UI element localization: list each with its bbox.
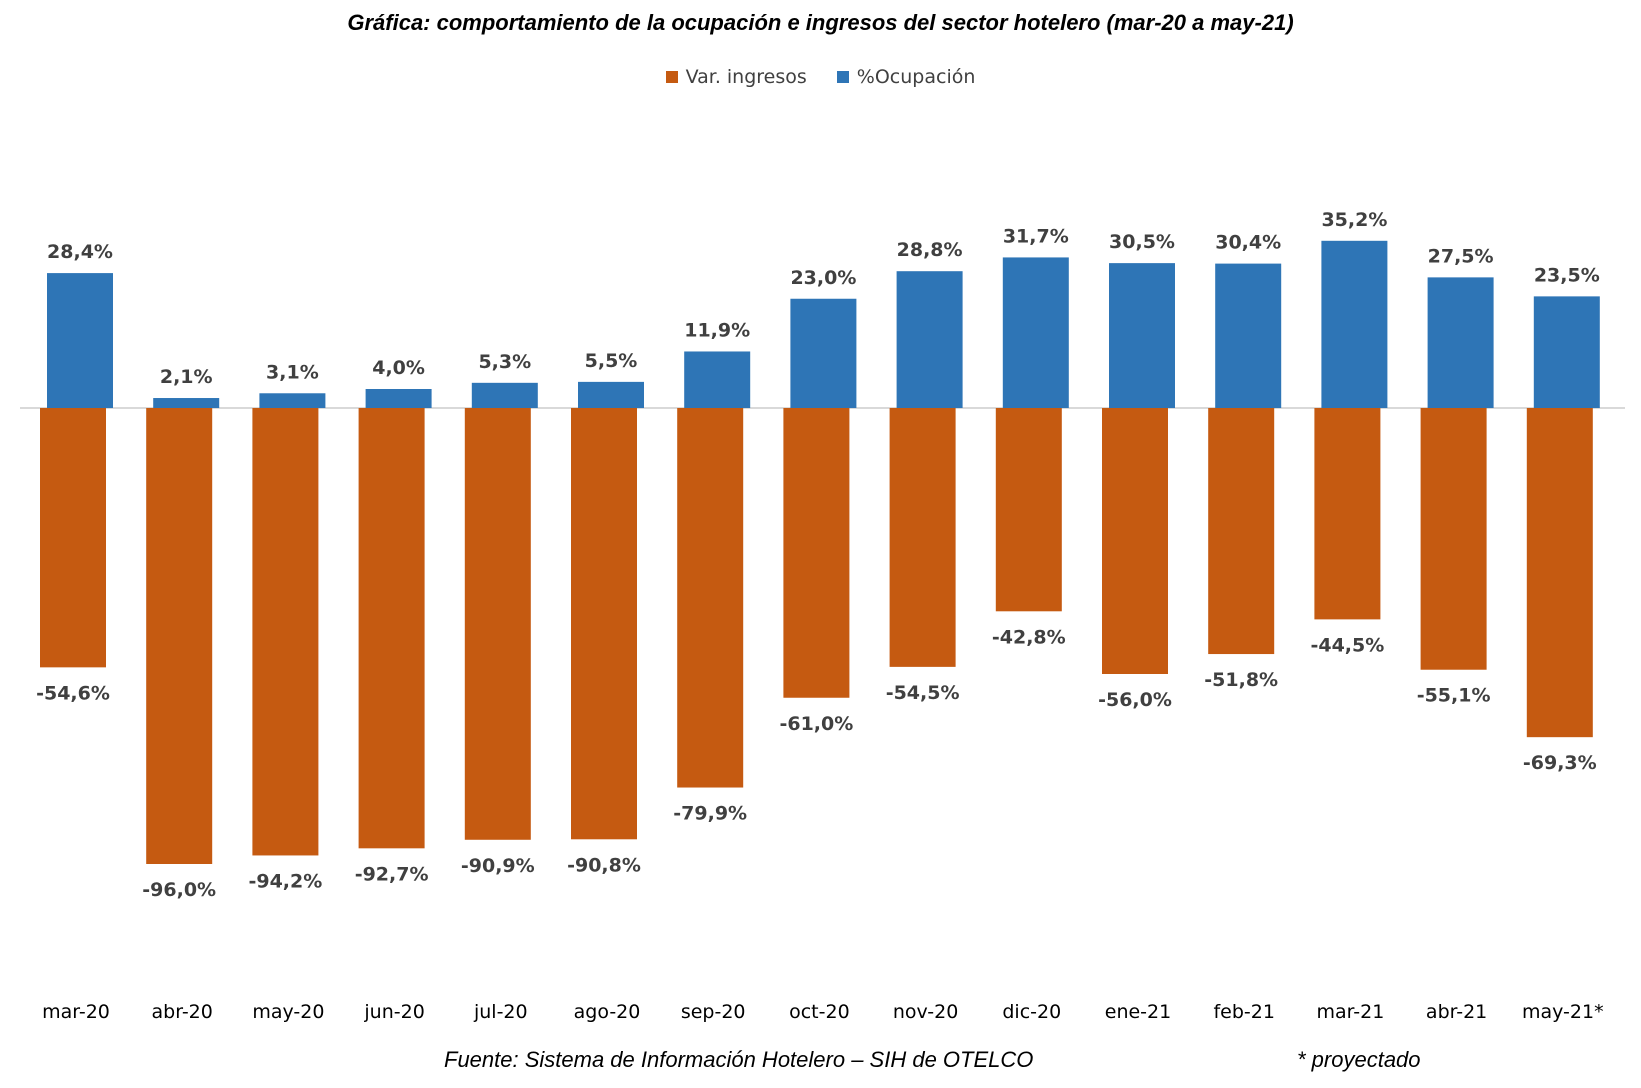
bar-ocupacion-dic-20 [1002, 257, 1069, 408]
bar-ocupacion-may-21* [1533, 296, 1600, 408]
legend-label-var-ingresos: Var. ingresos [685, 66, 807, 88]
bar-ocupacion-mar-20 [47, 273, 113, 408]
data-label-ocupacion-ago-20: 5,5% [585, 350, 638, 372]
data-label-ocupacion-jun-20: 4,0% [372, 357, 425, 379]
x-tick-label-may-21*: may-21* [1522, 1001, 1604, 1023]
x-tick-label-may-20: may-20 [252, 1001, 324, 1023]
bar-var-ingresos-ago-20 [571, 408, 637, 840]
data-label-ocupacion-may-21*: 23,5% [1534, 264, 1600, 286]
data-label-ocupacion-feb-21: 30,4% [1215, 232, 1281, 254]
bar-ocupacion-feb-21 [1215, 263, 1282, 408]
bar-ocupacion-ene-21 [1109, 263, 1175, 408]
legend-label-ocupacion: %Ocupación [856, 66, 976, 88]
bar-ocupacion-nov-20 [896, 271, 963, 408]
x-tick-label-oct-20: oct-20 [789, 1001, 850, 1023]
legend-item-ocupacion: %Ocupación [836, 66, 976, 88]
x-tick-label-ene-21: ene-21 [1105, 1001, 1171, 1023]
chart-source-note: Fuente: Sistema de Información Hotelero … [444, 1047, 1034, 1072]
x-tick-label-nov-20: nov-20 [893, 1001, 958, 1023]
legend-swatch-ocupacion [836, 71, 849, 83]
x-tick-label-abr-21: abr-21 [1426, 1001, 1487, 1023]
bar-ocupacion-jun-20 [365, 389, 432, 408]
data-label-ocupacion-nov-20: 28,8% [897, 239, 963, 261]
data-label-ocupacion-abr-20: 2,1% [160, 366, 213, 388]
data-label-ocupacion-abr-21: 27,5% [1428, 245, 1494, 267]
x-tick-label-jul-20: jul-20 [473, 1001, 528, 1023]
x-tick-label-mar-21: mar-21 [1317, 1001, 1385, 1023]
x-tick-label-dic-20: dic-20 [1002, 1001, 1061, 1023]
data-label-var-ingresos-may-21*: -69,3% [1523, 752, 1597, 774]
data-label-var-ingresos-oct-20: -61,0% [779, 713, 853, 735]
data-label-ocupacion-may-20: 3,1% [266, 361, 319, 383]
x-tick-label-jun-20: jun-20 [363, 1001, 424, 1023]
data-label-var-ingresos-abr-21: -55,1% [1417, 685, 1491, 707]
bar-ocupacion-may-20 [259, 393, 326, 408]
data-label-var-ingresos-may-20: -94,2% [248, 870, 322, 892]
bar-var-ingresos-abr-21 [1420, 408, 1487, 670]
data-label-ocupacion-mar-21: 35,2% [1321, 209, 1387, 231]
data-label-ocupacion-jul-20: 5,3% [478, 351, 531, 373]
x-tick-label-sep-20: sep-20 [681, 1001, 746, 1023]
x-tick-label-mar-20: mar-20 [42, 1001, 110, 1023]
bar-var-ingresos-oct-20 [783, 408, 850, 698]
data-label-var-ingresos-nov-20: -54,5% [886, 682, 960, 704]
data-label-var-ingresos-sep-20: -79,9% [673, 803, 747, 825]
bar-var-ingresos-feb-21 [1208, 408, 1275, 655]
bar-var-ingresos-abr-20 [146, 408, 213, 864]
bar-ocupacion-oct-20 [790, 298, 857, 408]
bar-var-ingresos-dic-20 [995, 408, 1062, 612]
chart-title: Gráfica: comportamiento de la ocupación … [347, 10, 1294, 35]
bar-ocupacion-sep-20 [684, 351, 751, 408]
data-label-ocupacion-dic-20: 31,7% [1003, 225, 1069, 247]
bar-ocupacion-abr-20 [153, 398, 220, 408]
bar-var-ingresos-may-20 [252, 408, 319, 856]
data-label-ocupacion-sep-20: 11,9% [684, 319, 750, 341]
bar-ocupacion-abr-21 [1427, 277, 1494, 408]
x-tick-label-abr-20: abr-20 [152, 1001, 213, 1023]
chart-legend: Var. ingresos %Ocupación [0, 66, 1641, 88]
legend-item-var-ingresos: Var. ingresos [665, 66, 807, 88]
bar-var-ingresos-mar-20 [40, 408, 106, 668]
x-tick-label-feb-21: feb-21 [1213, 1001, 1274, 1023]
data-label-var-ingresos-jun-20: -92,7% [355, 863, 429, 885]
bar-var-ingresos-nov-20 [889, 408, 956, 667]
data-label-var-ingresos-abr-20: -96,0% [142, 879, 216, 901]
data-label-var-ingresos-ene-21: -56,0% [1098, 689, 1172, 711]
bar-var-ingresos-ene-21 [1102, 408, 1168, 674]
bar-ocupacion-mar-21 [1321, 240, 1388, 408]
chart-footnote: * proyectado [1297, 1047, 1421, 1072]
data-label-ocupacion-oct-20: 23,0% [790, 267, 856, 289]
bar-ocupacion-ago-20 [578, 381, 644, 408]
data-label-var-ingresos-mar-20: -54,6% [36, 682, 110, 704]
bar-ocupacion-jul-20 [471, 382, 538, 408]
data-label-ocupacion-mar-20: 28,4% [47, 241, 113, 263]
data-label-var-ingresos-ago-20: -90,8% [567, 854, 641, 876]
data-label-var-ingresos-feb-21: -51,8% [1204, 669, 1278, 691]
bar-var-ingresos-sep-20 [677, 408, 744, 788]
bar-var-ingresos-jul-20 [464, 408, 531, 840]
data-label-var-ingresos-jul-20: -90,9% [461, 855, 535, 877]
data-label-ocupacion-ene-21: 30,5% [1109, 231, 1175, 253]
data-label-var-ingresos-dic-20: -42,8% [992, 626, 1066, 648]
bar-var-ingresos-mar-21 [1314, 408, 1381, 620]
x-tick-label-ago-20: ago-20 [574, 1001, 641, 1023]
bar-var-ingresos-may-21* [1526, 408, 1593, 738]
data-label-var-ingresos-mar-21: -44,5% [1310, 634, 1384, 656]
legend-swatch-var-ingresos [665, 71, 678, 83]
bar-var-ingresos-jun-20 [358, 408, 425, 849]
